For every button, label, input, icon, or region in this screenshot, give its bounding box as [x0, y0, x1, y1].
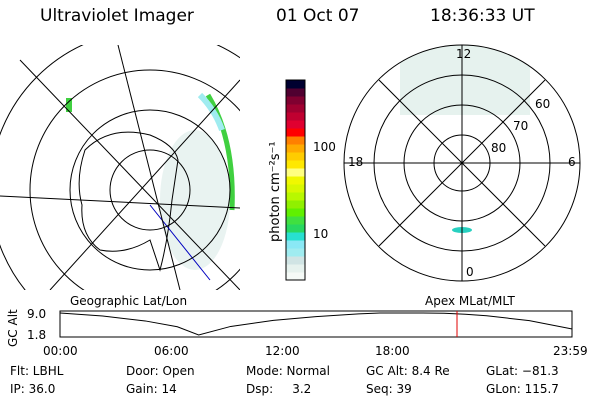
lat-label-70: 70 — [513, 119, 529, 133]
colorbar-swatch — [286, 272, 305, 281]
xtick-1: 06:00 — [154, 344, 189, 358]
instrument-title: Ultraviolet Imager — [40, 6, 194, 26]
emission-region — [400, 45, 530, 115]
colorbar-swatch — [286, 264, 305, 273]
colorbar-swatch — [286, 80, 305, 89]
colorbar-swatch — [286, 224, 305, 233]
colorbar — [285, 79, 306, 281]
status-gain: Gain: 14 — [126, 382, 177, 396]
colorbar-swatch — [286, 184, 305, 193]
colorbar-swatch — [286, 208, 305, 217]
auroral-spot — [66, 98, 72, 112]
colorbar-swatch — [286, 128, 305, 137]
status-ip: IP: 36.0 — [10, 382, 56, 396]
geographic-map — [0, 45, 240, 290]
lat-lon-grid — [0, 45, 240, 290]
colorbar-swatch — [286, 248, 305, 257]
date-label: 01 Oct 07 — [276, 6, 360, 26]
status-mode: Mode: Normal — [246, 364, 330, 378]
status-glon: GLon: 115.7 — [486, 382, 559, 396]
magnetic-polar-plot — [343, 44, 581, 282]
mlt-label-6: 6 — [568, 155, 576, 169]
colorbar-swatch — [286, 232, 305, 241]
status-dsp: Dsp: 3.2 — [246, 382, 312, 396]
antarctica-coastline — [78, 131, 179, 272]
auroral-fringe — [197, 92, 225, 132]
colorbar-swatch — [286, 144, 305, 153]
xtick-3: 18:00 — [375, 344, 410, 358]
altitude-timeline — [59, 310, 573, 338]
status-filter: Flt: LBHL — [10, 364, 64, 378]
time-label: 18:36:33 UT — [430, 6, 535, 26]
auroral-oval — [205, 93, 235, 211]
xtick-2: 12:00 — [265, 344, 300, 358]
geographic-label: Geographic Lat/Lon — [70, 294, 188, 308]
colorbar-swatch — [286, 176, 305, 185]
colorbar-swatch — [286, 216, 305, 225]
lat-label-60: 60 — [535, 97, 551, 111]
colorbar-swatch — [286, 160, 305, 169]
status-gc-alt: GC Alt: 8.4 Re — [366, 364, 450, 378]
mlt-label-0: 0 — [466, 265, 474, 279]
colorbar-swatch — [286, 104, 305, 113]
terminator-line — [149, 204, 211, 281]
status-seq: Seq: 39 — [366, 382, 412, 396]
status-door: Door: Open — [126, 364, 195, 378]
colorbar-swatch — [286, 256, 305, 265]
lat-label-80: 80 — [491, 141, 507, 155]
colorbar-swatch — [286, 88, 305, 97]
xtick-4: 23:59 — [553, 344, 588, 358]
colorbar-swatch — [286, 112, 305, 121]
colorbar-label: photon cm⁻²s⁻¹ — [268, 141, 283, 242]
colorbar-swatch — [286, 120, 305, 129]
colorbar-swatch — [286, 192, 305, 201]
colorbar-swatch — [286, 136, 305, 145]
mlt-label-12: 12 — [456, 47, 472, 61]
colorbar-frame — [285, 79, 306, 281]
mlt-label-18: 18 — [348, 155, 364, 169]
ytick-max: 9.0 — [27, 307, 47, 321]
colorbar-tick-10: 10 — [313, 227, 329, 241]
colorbar-swatch — [286, 240, 305, 249]
altitude-curve — [59, 312, 572, 336]
apex-label: Apex MLat/MLT — [425, 294, 515, 308]
colorbar-swatch — [286, 152, 305, 161]
colorbar-swatch — [286, 96, 305, 105]
timeline-ylabel: GC Alt — [6, 309, 20, 347]
colorbar-swatch — [286, 168, 305, 177]
status-glat: GLat: −81.3 — [486, 364, 559, 378]
colorbar-swatch — [286, 200, 305, 209]
ytick-min: 1.8 — [27, 328, 47, 342]
colorbar-tick-100: 100 — [313, 140, 336, 154]
xtick-0: 00:00 — [43, 344, 78, 358]
